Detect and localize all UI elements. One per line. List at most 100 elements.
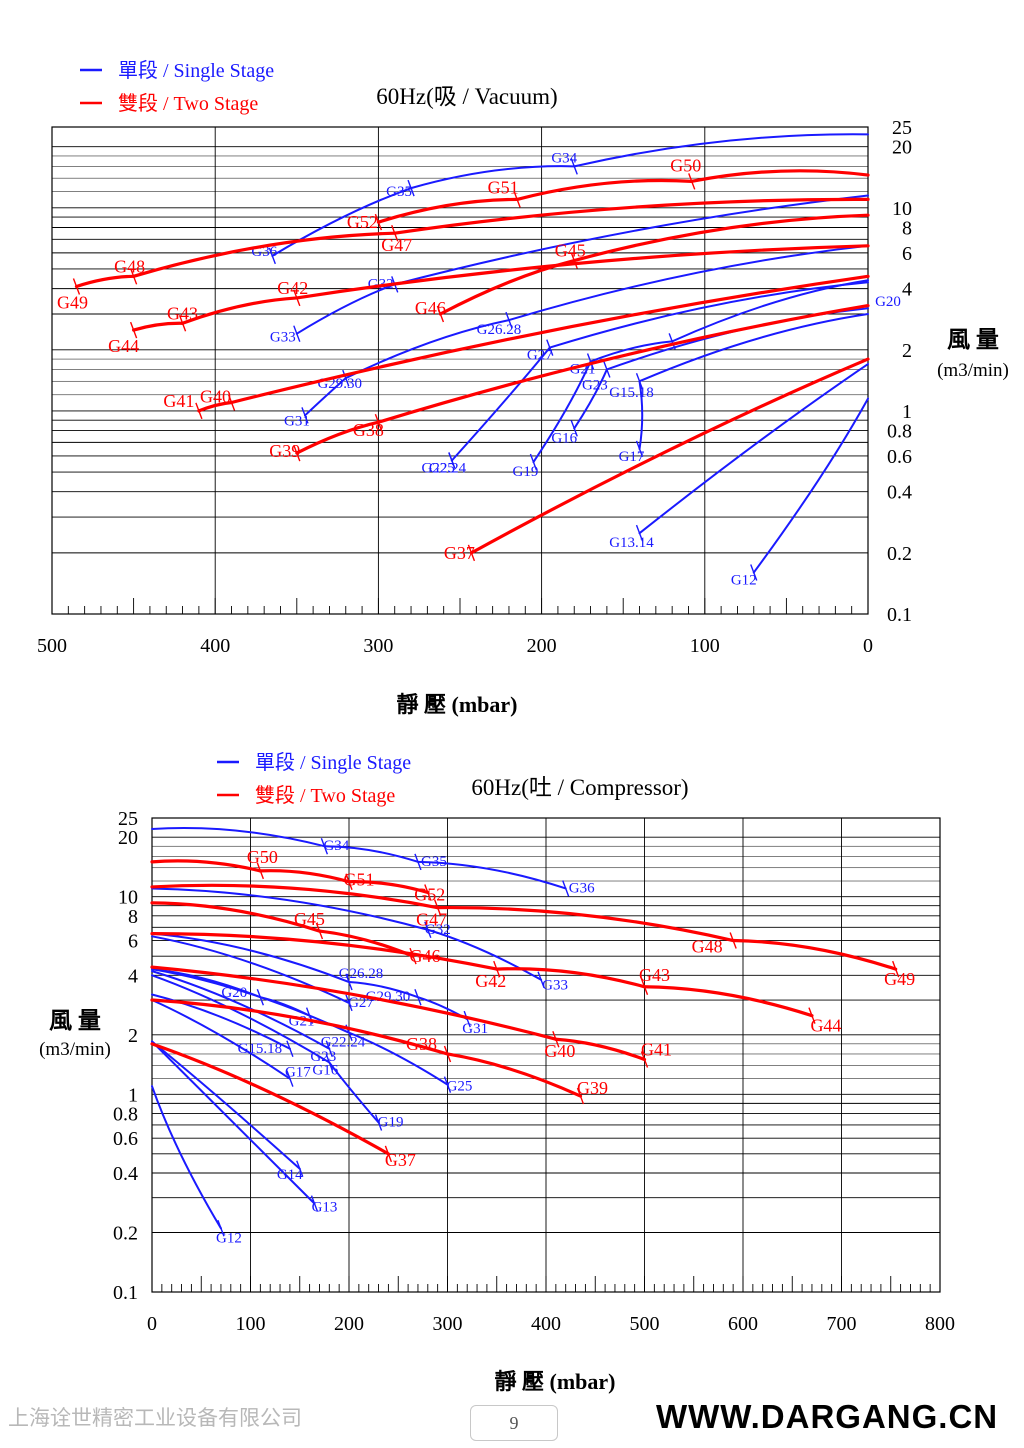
series-line-G35	[323, 845, 419, 863]
series-end-marker	[640, 1051, 649, 1068]
series-label-G41: G41	[163, 391, 194, 411]
series-end-marker	[217, 1220, 225, 1237]
series-label-G20: G20	[875, 294, 901, 310]
x-axis-label: 靜 壓 (mbar)	[397, 692, 518, 717]
series-label-G19: G19	[513, 464, 539, 480]
y-tick-label: 0.4	[887, 482, 912, 504]
footer-website[interactable]: WWW.DARGANG.CN	[656, 1398, 999, 1435]
series-line-G32	[393, 194, 869, 286]
x-tick-label: 400	[531, 1313, 561, 1335]
y-tick-label: 10	[118, 887, 138, 909]
series-line-G17	[638, 380, 644, 450]
series-end-marker	[296, 1160, 304, 1178]
series-line-G23	[605, 307, 869, 371]
series-line-G15-18	[638, 313, 869, 383]
series-label-G50: G50	[247, 847, 278, 867]
series-line-G41	[197, 400, 234, 413]
y-tick-label: 1	[902, 401, 912, 423]
series-end-marker	[310, 1195, 319, 1212]
series-line-G32	[151, 887, 429, 931]
series-label-G42: G42	[475, 971, 506, 991]
series-line-G29-30	[348, 981, 419, 999]
series-end-marker	[293, 444, 301, 462]
series-label-G25: G25	[429, 460, 455, 476]
series-label-G16: G16	[551, 430, 577, 446]
series-label-G39: G39	[577, 1078, 608, 1098]
x-axis-label: 靜 壓 (mbar)	[495, 1369, 616, 1394]
series-line-G48	[132, 231, 397, 278]
series-line-G44	[642, 985, 814, 1018]
x-tick-label: 300	[433, 1313, 463, 1335]
series-line-G47	[393, 197, 870, 235]
series-label-G25: G25	[447, 1079, 473, 1095]
series-label-G48: G48	[692, 937, 723, 957]
series-line-G39	[445, 1052, 583, 1098]
series-end-marker	[892, 960, 900, 978]
legend-label: 單段 / Single Stage	[255, 751, 411, 774]
series-end-marker	[374, 213, 383, 231]
series-line-G40	[229, 274, 870, 405]
series-end-marker	[374, 1114, 383, 1131]
y-axis-label: 風 量	[947, 327, 999, 352]
series-end-marker	[635, 440, 644, 458]
x-tick-label: 200	[527, 635, 557, 657]
series-end-marker	[345, 994, 353, 1012]
series-label-G46: G46	[415, 298, 446, 318]
series-label-G13: G13	[312, 1200, 338, 1216]
x-tick-label: 200	[334, 1313, 364, 1335]
series-label-G14: G14	[277, 1167, 303, 1183]
series-label-G49: G49	[884, 969, 915, 989]
y-axis-unit: (m3/min)	[937, 360, 1009, 381]
series-line-G38	[150, 998, 450, 1056]
series-label-G38: G38	[353, 420, 384, 440]
series-label-G50: G50	[670, 155, 701, 175]
series-line-G44	[132, 321, 185, 332]
series-end-marker	[537, 971, 545, 988]
y-tick-label: 25	[118, 808, 138, 830]
series-end-marker	[436, 305, 445, 323]
series-label-G33: G33	[270, 330, 296, 346]
series-line-G34	[573, 133, 869, 168]
series-end-marker	[384, 1145, 393, 1163]
series-label-G37: G37	[444, 543, 475, 563]
series-line-G49	[731, 938, 898, 971]
series-label-G34: G34	[551, 150, 577, 166]
series-line-G21	[259, 996, 311, 1017]
series-label-G12: G12	[216, 1230, 242, 1246]
series-line-G41	[554, 1037, 647, 1062]
series-end-marker	[301, 407, 309, 424]
y-tick-label: 0.6	[887, 446, 912, 468]
series-line-G25	[348, 1031, 449, 1086]
series-label-G38: G38	[406, 1034, 437, 1054]
series-line-G20	[671, 279, 869, 343]
legend-label: 雙段 / Two Stage	[255, 784, 395, 807]
series-line-G47	[150, 883, 440, 910]
series-end-marker	[286, 1070, 294, 1087]
series-label-G26-28: G26.28	[339, 966, 384, 982]
series-end-marker	[529, 453, 538, 471]
series-label-G45: G45	[294, 909, 325, 929]
series-label-G48: G48	[114, 256, 145, 276]
series-label-G44: G44	[810, 1016, 841, 1036]
series-line-G48	[436, 905, 735, 943]
y-tick-label: 0.1	[887, 604, 912, 626]
series-label-G23: G23	[310, 1049, 336, 1065]
series-line-G21	[589, 340, 674, 363]
series-line-G26-28	[151, 932, 350, 984]
footer-company-name: 上海诠世精密工业设备有限公司	[8, 1406, 302, 1430]
y-tick-label: 6	[128, 931, 138, 953]
series-end-marker	[448, 452, 456, 469]
series-label-G13-14: G13.14	[609, 535, 654, 551]
series-line-G36	[416, 860, 567, 890]
series-label-G52: G52	[414, 884, 445, 904]
series-label-G41: G41	[641, 1040, 672, 1060]
series-label-G40: G40	[544, 1041, 575, 1061]
series-label-G49: G49	[57, 292, 88, 312]
series-end-marker	[325, 1040, 333, 1058]
series-line-G22-24	[450, 346, 551, 462]
x-tick-label: 500	[630, 1313, 660, 1335]
y-tick-label: 0.2	[113, 1222, 138, 1244]
series-line-G40	[150, 965, 558, 1041]
series-label-G22-24: G22.24	[321, 1035, 366, 1051]
